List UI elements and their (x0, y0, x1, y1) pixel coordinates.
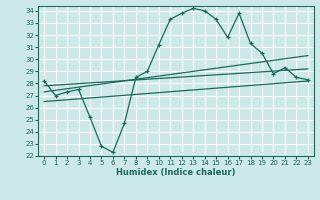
X-axis label: Humidex (Indice chaleur): Humidex (Indice chaleur) (116, 168, 236, 177)
